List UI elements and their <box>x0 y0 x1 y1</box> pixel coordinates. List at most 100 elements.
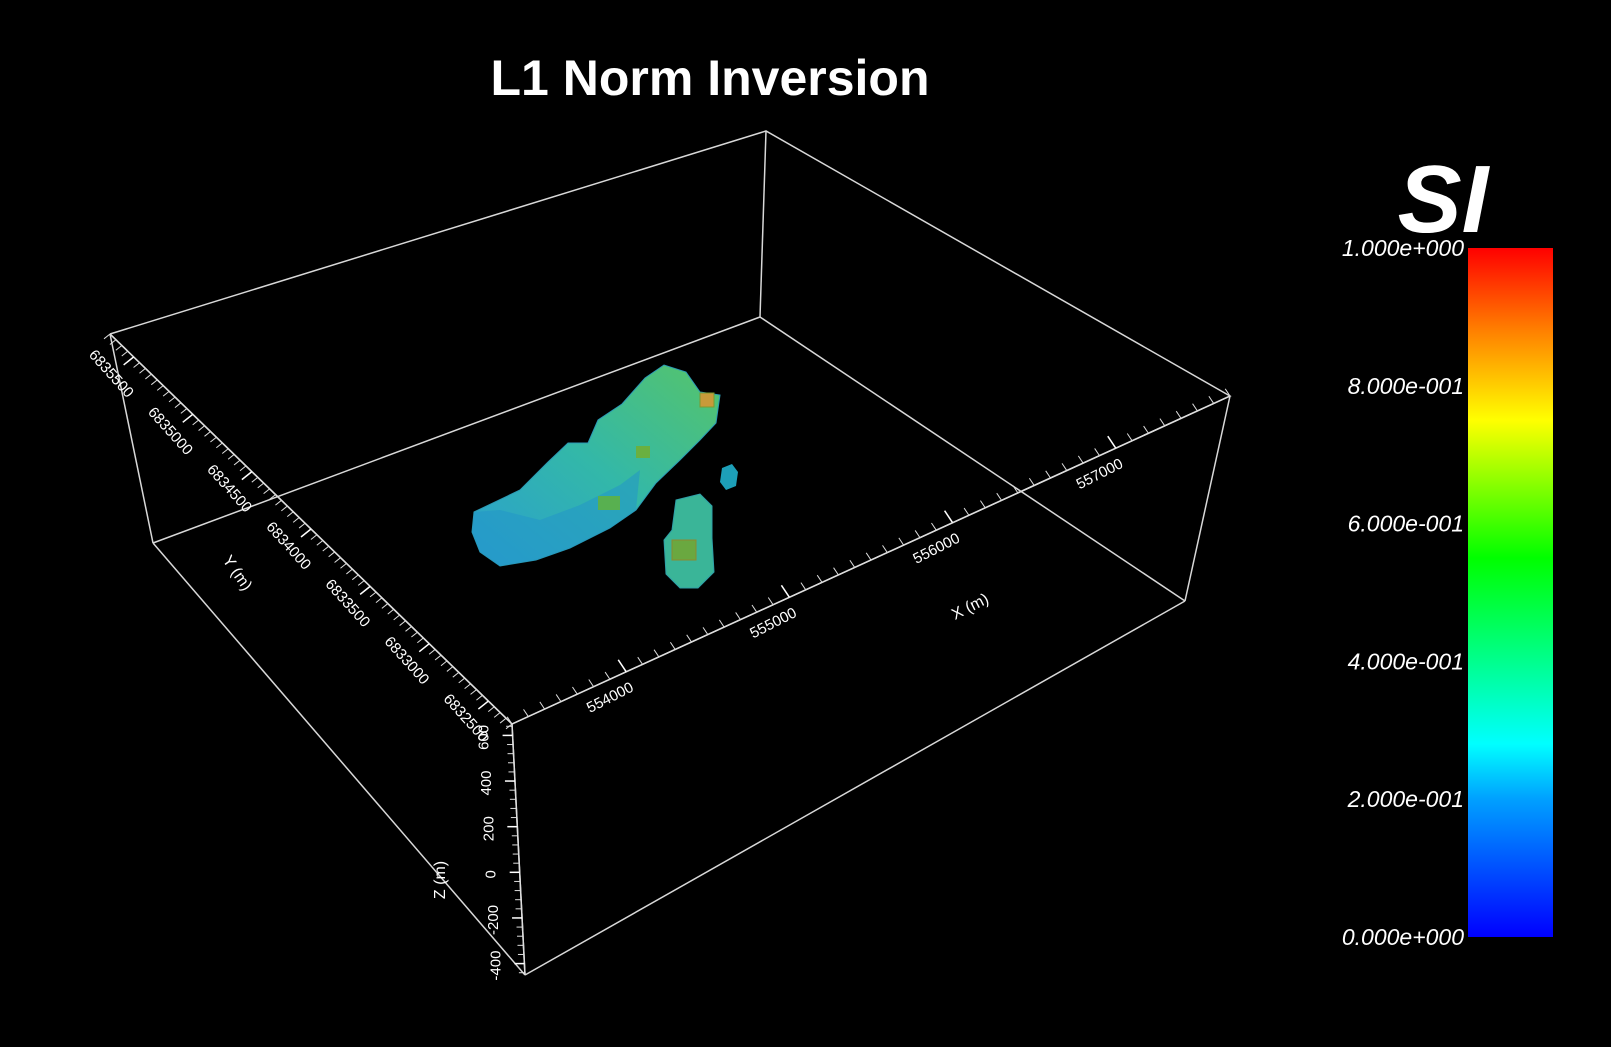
x-minor-tick <box>1208 395 1215 404</box>
y-major-tick <box>300 528 312 538</box>
x-minor-tick <box>686 634 692 643</box>
y-minor-tick <box>168 396 176 403</box>
x-minor-tick <box>588 679 595 688</box>
x-minor-tick <box>931 522 937 531</box>
y-minor-tick <box>316 540 324 546</box>
colorbar-tick-label: 2.000e-001 <box>1347 786 1464 812</box>
y-minor-tick <box>109 339 117 345</box>
x-minor-tick <box>882 545 888 553</box>
y-minor-tick <box>334 557 341 563</box>
z-axis-line <box>511 723 526 976</box>
x-minor-tick <box>914 530 921 538</box>
y-minor-tick <box>487 706 495 712</box>
chart-title: L1 Norm Inversion <box>491 50 930 106</box>
z-tick-label: 600 <box>476 725 493 750</box>
southern-core-voxel <box>671 539 697 561</box>
y-minor-tick <box>446 666 454 672</box>
x-minor-tick <box>849 559 856 568</box>
y-minor-tick <box>346 568 353 575</box>
y-minor-tick <box>387 608 395 615</box>
y-minor-tick <box>375 597 383 604</box>
y-tick-label: 6833000 <box>381 633 433 688</box>
x-minor-tick <box>800 582 807 591</box>
x-minor-tick <box>865 552 872 561</box>
y-minor-tick <box>351 574 359 581</box>
y-minor-tick <box>150 379 158 386</box>
y-minor-tick <box>156 385 164 391</box>
x-minor-tick <box>898 537 905 546</box>
y-minor-tick <box>251 476 259 483</box>
y-minor-tick <box>440 660 448 667</box>
colorbar-unit: SI <box>1398 146 1491 253</box>
x-minor-tick <box>816 574 823 583</box>
y-minor-tick <box>180 408 188 414</box>
y-minor-tick <box>328 551 335 558</box>
y-minor-tick <box>381 603 389 609</box>
x-minor-tick <box>767 597 774 606</box>
x-minor-tick <box>669 641 676 650</box>
y-minor-tick <box>286 511 294 517</box>
x-minor-tick <box>523 709 529 717</box>
y-minor-tick <box>340 563 347 569</box>
y-minor-tick <box>322 545 330 552</box>
y-tick-label: 6833500 <box>322 576 374 631</box>
y-minor-tick <box>476 694 483 701</box>
x-minor-tick <box>1061 463 1068 471</box>
x-minor-tick <box>1192 403 1198 412</box>
small-anomaly <box>720 464 738 490</box>
x-major-tick <box>1107 435 1117 449</box>
x-minor-tick <box>718 619 725 628</box>
hot-voxel <box>699 392 715 408</box>
y-minor-tick <box>121 350 129 357</box>
anomaly-bodies <box>471 364 738 589</box>
y-minor-tick <box>499 717 507 724</box>
x-minor-tick <box>735 612 741 620</box>
y-axis-label: Y (m) <box>219 553 255 595</box>
colorbar-tick-label: 8.000e-001 <box>1348 373 1464 399</box>
z-tick-label: -200 <box>485 905 502 935</box>
green-voxel <box>636 446 650 458</box>
y-minor-tick <box>417 637 424 644</box>
x-major-tick <box>617 659 627 673</box>
colorbar-ticks: 0.000e+000 2.000e-001 4.000e-001 6.000e-001… <box>1342 235 1464 950</box>
x-major-tick <box>780 584 791 598</box>
y-tick-label: 6834000 <box>262 519 314 574</box>
y-minor-tick <box>204 431 211 437</box>
y-minor-tick <box>162 390 170 397</box>
y-tick-label: 6834500 <box>203 461 255 516</box>
y-minor-tick <box>221 448 229 454</box>
x-minor-tick <box>653 649 660 658</box>
y-minor-tick <box>210 436 217 443</box>
y-minor-tick <box>192 419 199 426</box>
y-minor-tick <box>275 499 282 506</box>
y-minor-tick <box>133 362 140 368</box>
y-major-tick <box>477 700 489 710</box>
colorbar-tick-label: 6.000e-001 <box>1348 511 1464 537</box>
y-minor-tick <box>139 368 146 374</box>
y-minor-tick <box>233 459 241 466</box>
z-tick-label: 0 <box>483 870 500 878</box>
z-tick-label: -400 <box>487 951 504 981</box>
x-minor-tick <box>996 492 1002 501</box>
x-minor-tick <box>1126 433 1133 442</box>
x-minor-tick <box>980 500 986 509</box>
y-minor-tick <box>452 671 460 678</box>
y-minor-tick <box>470 689 477 695</box>
colorbar-gradient <box>1468 248 1553 937</box>
x-minor-tick <box>1028 477 1035 486</box>
y-minor-tick <box>298 522 306 529</box>
z-axis-label: Z (m) <box>432 861 449 899</box>
main-anomaly-shade <box>472 470 640 566</box>
x-minor-tick <box>702 627 709 635</box>
y-minor-tick <box>281 505 288 512</box>
y-major-tick <box>418 643 430 653</box>
y-minor-tick <box>292 517 300 523</box>
x-minor-tick <box>751 604 758 613</box>
x-minor-tick <box>555 694 562 702</box>
y-tick-label: 6835500 <box>85 347 137 402</box>
x-minor-tick <box>539 701 546 710</box>
y-minor-tick <box>227 454 235 460</box>
y-minor-tick <box>103 333 111 340</box>
y-minor-tick <box>393 614 400 621</box>
